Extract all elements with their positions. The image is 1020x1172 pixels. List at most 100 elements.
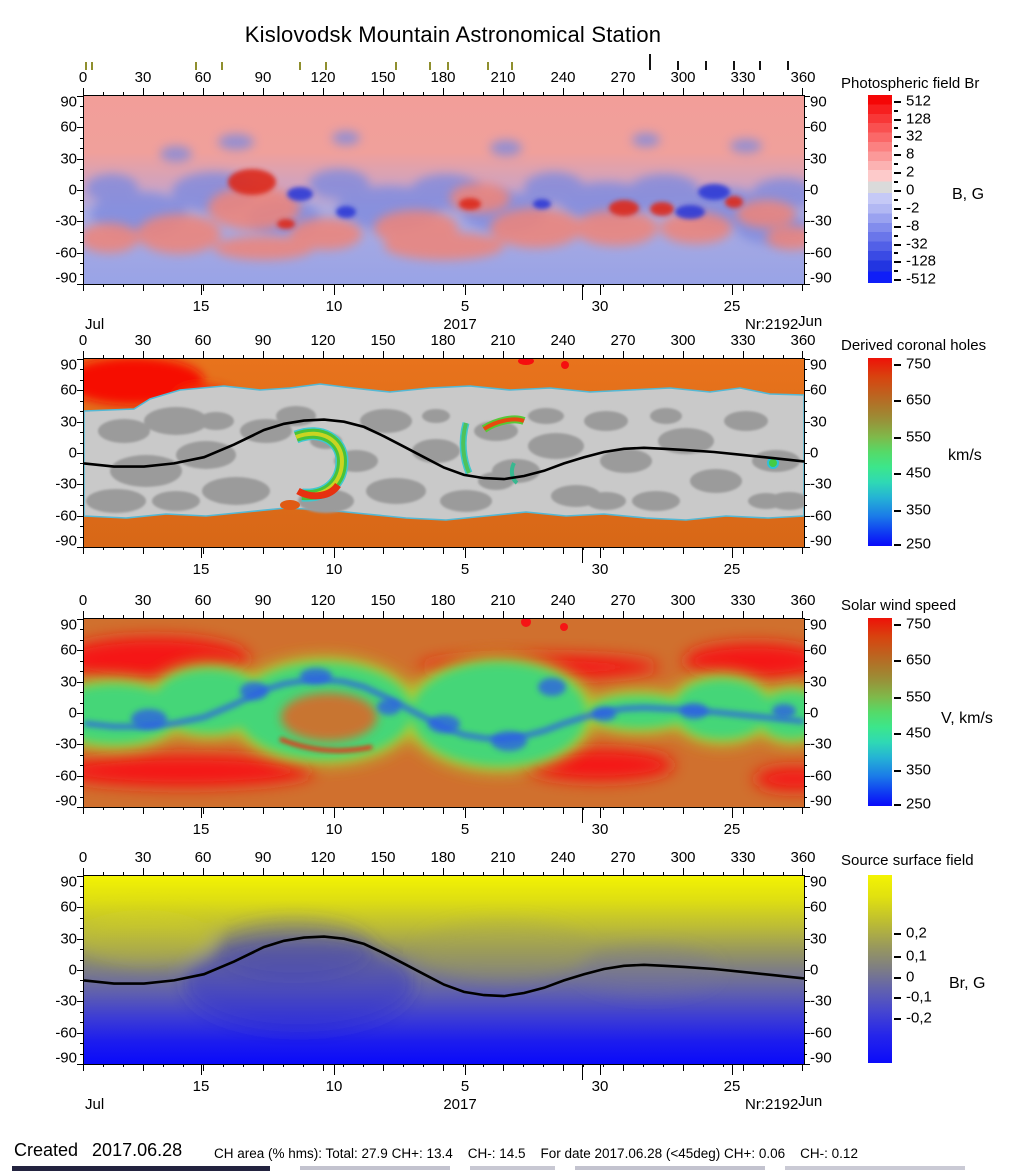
date-labels: 15 10 5 30 25 — [83, 1078, 803, 1096]
lon-tick — [263, 868, 264, 875]
lon-tick — [802, 88, 803, 95]
colorbar-tick — [894, 207, 901, 210]
lon-tick — [783, 355, 784, 358]
lon-tick — [463, 355, 464, 358]
longitude-axis-ticks — [83, 87, 804, 95]
lon-tick — [603, 807, 604, 810]
lat-tick — [804, 453, 810, 454]
lon-tick — [123, 547, 124, 550]
lat-tick — [80, 949, 83, 951]
lat-tick — [80, 702, 83, 704]
lat-tick — [80, 536, 83, 538]
lat-tick — [80, 959, 83, 961]
lat-tick — [77, 650, 83, 652]
lat-tick — [804, 484, 810, 486]
lon-tick — [163, 1064, 164, 1067]
lat-tick — [804, 137, 807, 139]
lon-tick — [802, 284, 803, 291]
observation-marker-tick — [325, 62, 327, 70]
lat-tick — [804, 148, 807, 150]
lon-tick — [583, 355, 584, 358]
lon-tick — [223, 92, 224, 95]
colorbar-tick — [894, 243, 901, 246]
lon-tick — [423, 807, 424, 810]
lon-tick — [463, 284, 464, 287]
lon-tick — [143, 807, 144, 814]
lon-tick — [423, 1064, 424, 1067]
lat-tick-label: 90 — [60, 616, 77, 634]
lat-tick — [80, 379, 83, 381]
colorbar-tick-label: 512 — [906, 92, 932, 110]
colorbar-tick-label: 0,2 — [906, 924, 927, 942]
rotation-marker-tick — [733, 61, 735, 70]
lat-tick — [804, 896, 807, 898]
small-fast-spots — [521, 619, 568, 631]
lon-tick — [83, 547, 84, 554]
lat-tick-label: -60 — [55, 1024, 77, 1042]
lon-tick — [363, 547, 364, 550]
lat-tick — [77, 158, 83, 160]
coronal-holes-art — [84, 359, 804, 547]
lat-tick — [804, 190, 810, 191]
lon-tick — [663, 615, 664, 618]
lat-tick-label: 30 — [810, 413, 827, 431]
lon-tick — [123, 872, 124, 875]
lon-tick — [383, 807, 384, 814]
colorbar-tick — [894, 804, 901, 807]
lat-tick — [804, 179, 807, 181]
lon-tick — [523, 1064, 524, 1067]
lat-tick-label: 30 — [810, 673, 827, 691]
lat-tick-label: -60 — [55, 767, 77, 785]
lon-tick — [743, 611, 744, 618]
lat-tick — [80, 210, 83, 212]
colorbar-tick — [894, 955, 901, 958]
lon-tick-label: 180 — [430, 332, 456, 349]
lat-tick — [80, 796, 83, 798]
month-boundary-tick — [582, 547, 583, 563]
colorbar-minor-tick — [894, 127, 898, 130]
colorbar-tick-label: -8 — [906, 217, 920, 235]
colorbar-tick-label: 450 — [906, 464, 932, 482]
lon-tick — [783, 92, 784, 95]
lon-tick — [583, 615, 584, 618]
lon-tick-label: 90 — [254, 332, 272, 349]
colorbar-tick — [894, 261, 901, 264]
observation-marker-tick — [429, 62, 431, 70]
colorbar-minor-tick — [894, 163, 898, 166]
lon-tick — [563, 1064, 564, 1071]
colorbar-tick — [894, 154, 901, 157]
lat-tick — [80, 886, 83, 888]
lat-tick-label: -90 — [55, 532, 77, 550]
month-row: Jul 2017 Nr:2192 Jun — [83, 1093, 843, 1114]
lat-tick — [80, 1043, 83, 1045]
date-axis-ticks — [83, 1064, 804, 1081]
colorbar-tick — [894, 189, 901, 192]
colorbar-tick-label: 250 — [906, 535, 932, 553]
lat-tick — [77, 284, 83, 285]
colorbar-tick-label: 550 — [906, 428, 932, 446]
lon-tick — [303, 1064, 304, 1067]
lat-tick — [80, 169, 83, 171]
lon-tick-label: 0 — [78, 849, 88, 866]
lon-tick — [203, 807, 204, 814]
lon-tick — [303, 355, 304, 358]
lat-tick — [804, 917, 807, 919]
longitude-axis-ticks — [83, 610, 804, 618]
lon-tick-label: 60 — [194, 592, 212, 609]
lon-tick — [623, 88, 624, 95]
lat-tick — [77, 515, 83, 517]
lon-tick — [623, 807, 624, 814]
lon-tick — [503, 351, 504, 358]
lon-tick — [643, 355, 644, 358]
lon-tick-label: 150 — [370, 69, 396, 86]
lat-tick-label: -30 — [810, 992, 832, 1010]
colorbar-minor-tick — [894, 181, 898, 183]
lat-tick — [80, 137, 83, 139]
lon-tick — [403, 284, 404, 287]
lon-tick — [802, 868, 803, 875]
lat-tick — [804, 681, 810, 683]
lon-tick-label: 180 — [430, 69, 456, 86]
panel-coronal-holes: 0 30 60 90 120 150 180 210 240 270 300 330 360 — [55, 332, 831, 578]
panel-solar-wind: 0 30 60 90 120 150 180 210 240 270 300 330 360 — [55, 592, 831, 838]
lon-tick — [663, 284, 664, 287]
